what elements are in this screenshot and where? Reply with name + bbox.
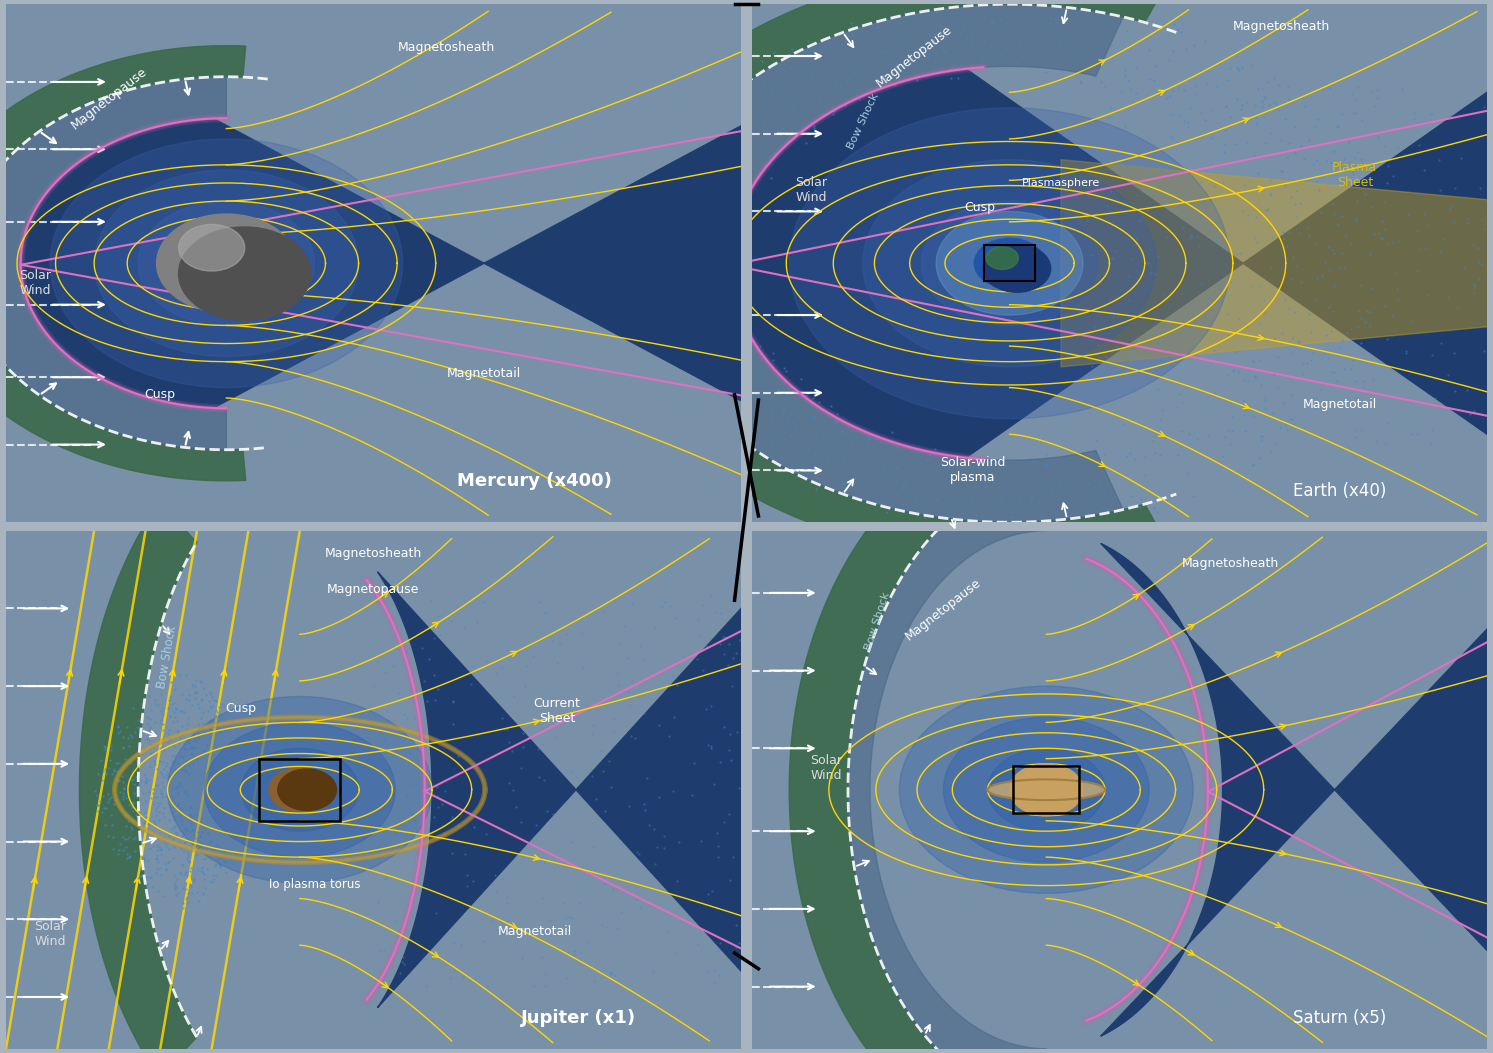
Text: Bow Shock: Bow Shock	[863, 591, 891, 652]
Text: Magnetopause: Magnetopause	[873, 23, 954, 91]
Text: Solar
Wind: Solar Wind	[809, 754, 842, 782]
Bar	[260, 758, 340, 821]
Circle shape	[899, 687, 1193, 893]
Text: Magnetotail: Magnetotail	[446, 367, 521, 380]
Text: Magnetosheath: Magnetosheath	[399, 41, 496, 54]
Circle shape	[205, 722, 396, 857]
Circle shape	[936, 212, 1082, 315]
Text: Solar
Wind: Solar Wind	[19, 270, 51, 297]
Circle shape	[944, 717, 1150, 862]
Circle shape	[1009, 763, 1082, 816]
Text: Bow Shock: Bow Shock	[845, 92, 879, 152]
Text: Plasmasphere: Plasmasphere	[1021, 178, 1100, 187]
Text: Cusp: Cusp	[964, 201, 996, 215]
Circle shape	[157, 214, 296, 313]
Text: Saturn (x5): Saturn (x5)	[1293, 1009, 1387, 1027]
Circle shape	[985, 246, 1018, 270]
Text: Magnetosheath: Magnetosheath	[1181, 557, 1278, 570]
Polygon shape	[21, 118, 755, 409]
Circle shape	[94, 170, 358, 357]
Circle shape	[51, 139, 403, 388]
Polygon shape	[1062, 160, 1493, 366]
Text: Current
Sheet: Current Sheet	[533, 697, 581, 726]
Polygon shape	[79, 502, 197, 1053]
Text: Magnetopause: Magnetopause	[903, 575, 984, 642]
Circle shape	[240, 749, 358, 831]
Polygon shape	[642, 4, 1123, 522]
Ellipse shape	[987, 779, 1105, 800]
Polygon shape	[0, 45, 246, 481]
Circle shape	[790, 107, 1230, 419]
Text: Earth (x40): Earth (x40)	[1293, 482, 1387, 500]
Circle shape	[987, 749, 1105, 831]
Bar	[1014, 767, 1079, 813]
Circle shape	[975, 238, 1045, 289]
Text: Magnetopause: Magnetopause	[69, 64, 149, 132]
Text: Magnetopause: Magnetopause	[327, 583, 420, 596]
Text: Jupiter (x1): Jupiter (x1)	[521, 1009, 636, 1027]
Polygon shape	[0, 77, 227, 450]
Bar	[984, 245, 1035, 281]
Circle shape	[269, 768, 330, 812]
Polygon shape	[1100, 543, 1493, 1036]
Polygon shape	[730, 68, 1493, 458]
Text: Magnetotail: Magnetotail	[1303, 398, 1377, 412]
Text: Solar
Wind: Solar Wind	[796, 176, 827, 204]
Circle shape	[921, 201, 1097, 325]
Polygon shape	[591, 0, 1163, 558]
Text: Bow Shock: Bow Shock	[155, 624, 179, 689]
Text: Solar
Wind: Solar Wind	[34, 920, 66, 948]
Text: Magnetosheath: Magnetosheath	[324, 547, 423, 559]
Text: Magnetosheath: Magnetosheath	[1233, 20, 1330, 33]
Polygon shape	[378, 572, 755, 1008]
Circle shape	[982, 244, 1051, 293]
Text: Magnetotail: Magnetotail	[497, 925, 572, 938]
Text: Cusp: Cusp	[225, 702, 257, 715]
Text: Cusp: Cusp	[145, 388, 176, 401]
Circle shape	[167, 696, 431, 883]
Circle shape	[179, 224, 245, 271]
Polygon shape	[848, 479, 1047, 1053]
Polygon shape	[790, 428, 1047, 1053]
Text: Plasma
Sheet: Plasma Sheet	[1332, 160, 1378, 188]
Text: Io plasma torus: Io plasma torus	[269, 878, 360, 891]
Text: Solar-wind
plasma: Solar-wind plasma	[941, 456, 1005, 483]
Circle shape	[139, 201, 315, 325]
Circle shape	[278, 769, 336, 811]
Circle shape	[179, 227, 311, 320]
Circle shape	[863, 160, 1157, 366]
Text: Mercury (x400): Mercury (x400)	[457, 472, 612, 490]
